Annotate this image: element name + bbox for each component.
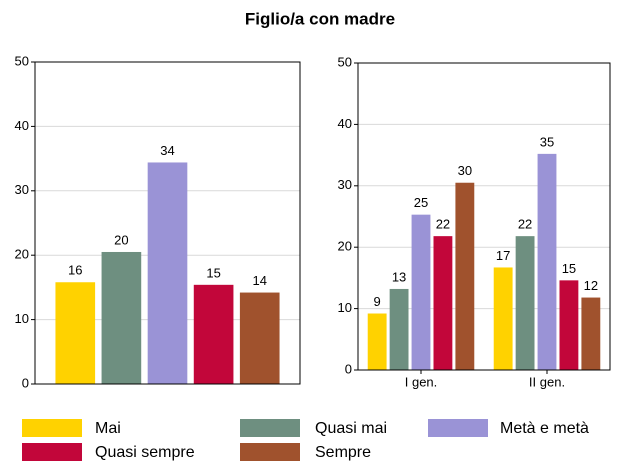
legend-swatch bbox=[428, 419, 488, 437]
legend-label: Metà e metà bbox=[500, 420, 589, 437]
bar bbox=[193, 284, 234, 384]
y-tick-label: 0 bbox=[22, 375, 29, 390]
bar bbox=[581, 297, 601, 370]
y-tick-label: 30 bbox=[15, 182, 29, 197]
legend-swatch bbox=[240, 419, 300, 437]
x-tick-label: II gen. bbox=[529, 374, 565, 389]
bar bbox=[147, 162, 188, 384]
y-tick-label: 10 bbox=[15, 311, 29, 326]
legend-swatch bbox=[22, 419, 82, 437]
bar bbox=[239, 292, 280, 384]
legend-label: Mai bbox=[95, 420, 121, 437]
value-label: 16 bbox=[68, 263, 82, 278]
legend-label: Quasi sempre bbox=[95, 444, 195, 461]
y-tick-label: 30 bbox=[338, 177, 352, 192]
y-tick-label: 20 bbox=[15, 247, 29, 262]
value-label: 15 bbox=[562, 261, 576, 276]
value-label: 22 bbox=[518, 217, 532, 232]
y-tick-label: 20 bbox=[338, 239, 352, 254]
bar bbox=[55, 282, 96, 384]
value-label: 35 bbox=[540, 134, 554, 149]
legend-label: Sempre bbox=[315, 444, 371, 461]
value-label: 30 bbox=[458, 163, 472, 178]
plot-frame bbox=[34, 61, 301, 385]
y-tick-label: 0 bbox=[345, 361, 352, 376]
y-tick-label: 40 bbox=[15, 118, 29, 133]
y-tick-label: 50 bbox=[338, 54, 352, 69]
y-tick-label: 10 bbox=[338, 300, 352, 315]
bar bbox=[537, 153, 557, 370]
value-label: 13 bbox=[392, 269, 406, 284]
bar bbox=[367, 313, 387, 370]
value-label: 12 bbox=[584, 278, 598, 293]
legend-swatch bbox=[22, 443, 82, 461]
value-label: 25 bbox=[414, 195, 428, 210]
value-label: 14 bbox=[252, 273, 266, 288]
bar bbox=[493, 267, 513, 370]
legend-label: Quasi mai bbox=[315, 420, 387, 437]
value-label: 17 bbox=[496, 248, 510, 263]
value-label: 20 bbox=[114, 232, 128, 247]
bar bbox=[411, 214, 431, 370]
y-tick-label: 40 bbox=[338, 116, 352, 131]
chart-title: Figlio/a con madre bbox=[245, 9, 395, 28]
bar bbox=[101, 251, 142, 384]
value-label: 9 bbox=[374, 294, 381, 309]
y-tick-label: 50 bbox=[15, 53, 29, 68]
value-label: 15 bbox=[206, 265, 220, 280]
bar bbox=[433, 236, 453, 370]
x-tick-label: I gen. bbox=[405, 374, 438, 389]
value-label: 22 bbox=[436, 217, 450, 232]
bar bbox=[455, 182, 475, 370]
plot-frame bbox=[357, 62, 611, 371]
legend-swatch bbox=[240, 443, 300, 461]
bar bbox=[515, 236, 535, 370]
bar bbox=[389, 288, 409, 370]
value-label: 34 bbox=[160, 143, 174, 158]
bar bbox=[559, 280, 579, 370]
